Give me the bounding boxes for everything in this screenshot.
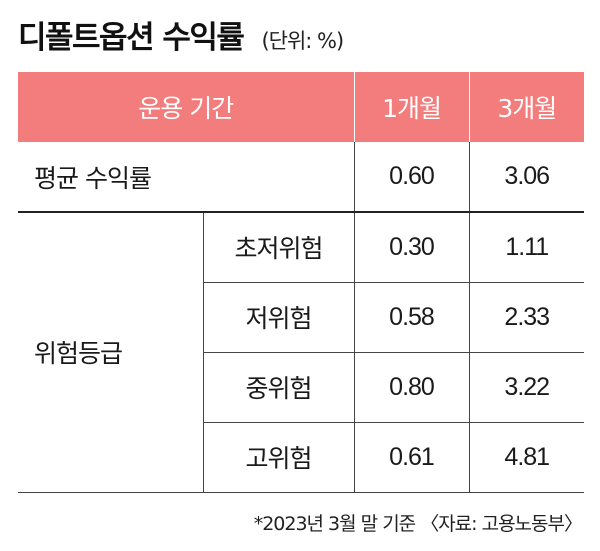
risk-row-3month: 2.33 <box>468 281 585 352</box>
average-label: 평균 수익률 <box>18 142 355 213</box>
risk-row-1month: 0.30 <box>353 212 470 282</box>
risk-row-3month: 3.22 <box>468 351 585 422</box>
table-header-row: 운용 기간 1개월 3개월 <box>18 72 585 142</box>
table-row: 저위험 0.58 2.33 <box>18 281 585 352</box>
risk-row-1month: 0.61 <box>353 421 470 493</box>
table-row: 위험등급 초저위험 0.30 1.11 <box>18 212 585 493</box>
risk-row-3month: 1.11 <box>468 212 585 282</box>
risk-row-1month: 0.58 <box>353 281 470 352</box>
table-row: 고위험 0.61 4.81 <box>18 421 585 493</box>
risk-group-label: 위험등급 <box>18 212 203 493</box>
risk-row-label: 중위험 <box>202 351 355 422</box>
average-1month: 0.60 <box>353 142 470 213</box>
risk-row-3month: 4.81 <box>468 421 585 493</box>
header-3month: 3개월 <box>469 72 585 142</box>
table-row-average: 평균 수익률 0.60 3.06 <box>18 142 585 213</box>
risk-row-1month: 0.80 <box>353 351 470 422</box>
risk-row-label: 저위험 <box>202 281 355 352</box>
unit-label: (단위: %) <box>261 29 344 53</box>
page-title: 디폴트옵션 수익률 <box>18 20 245 56</box>
header-1month: 1개월 <box>354 72 470 142</box>
risk-row-label: 초저위험 <box>202 212 355 282</box>
title-row: 디폴트옵션 수익률 (단위: %) <box>18 12 344 62</box>
source-footnote: *2023년 3월 말 기준 〈자료: 고용노동부〉 <box>253 513 583 535</box>
risk-row-label: 고위험 <box>202 421 355 493</box>
average-3month: 3.06 <box>468 142 585 213</box>
header-period: 운용 기간 <box>18 72 355 142</box>
table-row: 중위험 0.80 3.22 <box>18 351 585 422</box>
returns-table: 운용 기간 1개월 3개월 평균 수익률 0.60 3.06 위험등급 초저위험… <box>18 72 585 493</box>
